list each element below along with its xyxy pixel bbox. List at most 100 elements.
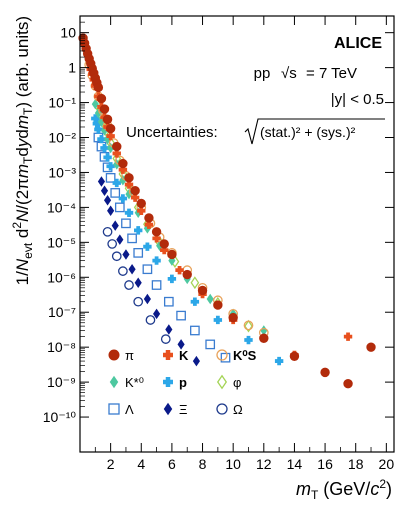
data-point [122,249,130,260]
y-tick-label: 10⁻² [48,130,76,146]
legend-marker [109,375,119,389]
data-point [143,242,152,251]
data-point [106,162,115,171]
y-tick-label: 10⁻¹ [48,95,76,111]
legend-item: Ω [216,402,243,417]
data-point [133,296,144,307]
data-point [228,312,238,323]
data-point [244,335,253,345]
data-point [220,352,231,363]
data-point [93,82,104,93]
data-point [143,293,151,305]
data-point [205,339,216,350]
data-point [136,198,146,209]
data-point [167,274,177,284]
data-point [243,320,254,331]
data-point [102,114,113,125]
data-point [151,227,162,237]
y-tick-label: 1 [68,60,76,76]
annotation-block: ALICE pp √s = 7 TeV |y| < 0.5 Uncertaint… [126,35,385,145]
y-tick-label: 10⁻⁴ [47,199,76,215]
legend-label: π [125,348,134,363]
data-markers [78,33,376,389]
legend-item: φ [216,374,241,390]
legend-item: K⁰S [216,348,257,363]
legend-item: π [108,348,134,363]
legend-label: Ξ [179,402,187,417]
sqrt-symbol [244,118,385,145]
y-tick-label: 10⁻⁵ [47,234,76,250]
data-point [102,226,113,237]
data-point [160,334,171,344]
data-point [134,226,143,235]
data-point [260,325,268,336]
legend-label: Ω [233,402,243,417]
x-tick-label: 18 [348,456,364,472]
energy-label: = 7 TeV [306,65,357,82]
series-K⁰S [84,59,269,338]
data-point [289,351,300,361]
data-point [107,239,118,249]
data-point [177,339,185,350]
legend-marker [108,403,120,415]
data-point [274,356,284,366]
legend-item: K*⁰ [109,375,144,390]
legend-item: p [163,375,187,390]
data-point [106,131,115,141]
unc-formula: (stat.)² + (sys.)² [260,124,356,140]
x-tick-label: 6 [168,456,176,472]
data-point [103,153,112,162]
data-point [110,188,121,198]
legend-marker [216,349,228,361]
data-point [112,141,122,152]
series-Λ [93,132,231,363]
data-point [124,280,134,290]
uncertainties-label: Uncertainties: [126,124,218,141]
data-point [119,174,127,186]
data-point [165,324,173,335]
x-tick-label: 8 [199,456,207,472]
data-point [124,180,134,189]
legend-marker [163,350,173,360]
data-point [190,325,200,336]
data-point [176,310,186,321]
data-point [133,248,144,258]
y-tick-label: 10⁻⁷ [48,304,76,320]
x-tick-label: 16 [317,456,333,472]
series-p [91,114,284,366]
data-point [190,276,200,290]
x-tick-label: 4 [137,456,145,472]
data-point [343,379,353,389]
data-point [197,285,208,296]
data-point [97,176,106,187]
data-point [124,173,134,183]
y-tick-label: 10⁻³ [48,164,76,180]
data-point [137,206,146,215]
sqrt-s-label: √s [281,65,297,82]
rapidity-label: |y| < 0.5 [331,91,384,108]
data-point [112,149,121,158]
x-tick-label: 12 [256,456,272,472]
legend-label: K*⁰ [125,375,144,390]
y-axis-label: 1/Nevt d2N/(2πmTdydmT) (arb. units) [10,16,35,285]
data-point [92,119,102,128]
data-point [320,367,330,378]
series-Ξ [97,176,200,367]
data-point [130,186,140,196]
series-Ω [102,226,171,344]
y-tick-label: 10⁻⁶ [47,269,76,285]
legend-marker [216,403,228,415]
legend-label: φ [233,375,241,390]
data-point [167,249,177,260]
y-tick-label: 10⁻¹⁰ [43,409,77,425]
legend-marker [163,402,173,416]
data-point [118,266,128,276]
data-point [96,93,107,104]
data-point [213,315,223,325]
data-point [160,245,169,255]
data-point [151,280,162,290]
data-point [144,213,154,223]
legend-label: p [179,375,187,390]
data-point [144,220,154,229]
